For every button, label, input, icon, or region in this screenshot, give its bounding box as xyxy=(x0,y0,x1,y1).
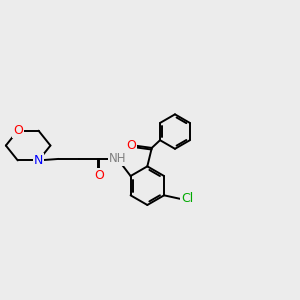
Text: O: O xyxy=(126,139,136,152)
Text: NH: NH xyxy=(109,152,126,165)
Text: O: O xyxy=(13,124,23,137)
Text: N: N xyxy=(34,154,43,167)
Text: Cl: Cl xyxy=(181,192,193,206)
Text: O: O xyxy=(94,169,104,182)
